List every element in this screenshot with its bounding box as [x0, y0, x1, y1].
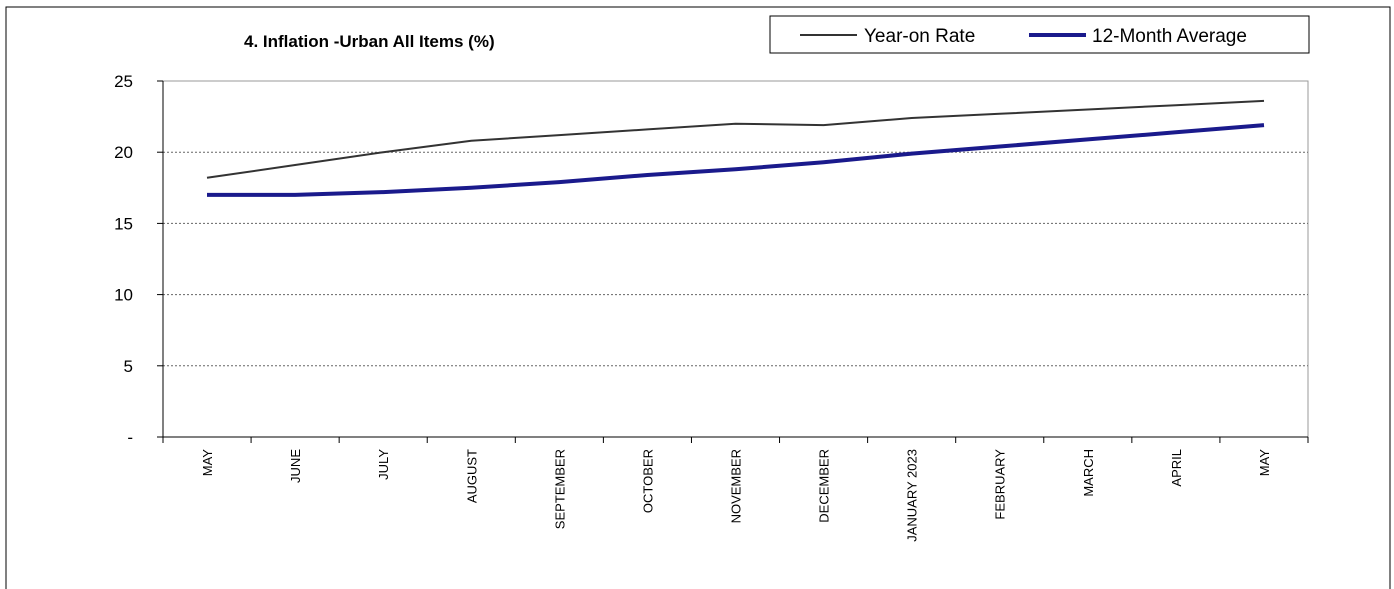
legend-label-12-month-average: 12-Month Average: [1092, 26, 1247, 47]
series-group: [206, 99, 1265, 197]
chart-title: 4. Inflation -Urban All Items (%): [244, 32, 495, 51]
x-tick-label: SEPTEMBER: [552, 449, 567, 529]
series-line-year-on-rate: [206, 99, 1265, 179]
x-tick-label: FEBRUARY: [993, 449, 1008, 520]
gridlines: [163, 151, 1308, 367]
y-tick-label: 15: [114, 214, 133, 233]
x-tick-label: JANUARY 2023: [905, 449, 920, 542]
x-tick-label: AUGUST: [464, 449, 479, 503]
x-tick-label: APRIL: [1169, 449, 1184, 487]
y-tick-label: -: [127, 428, 133, 447]
y-tick-label: 5: [124, 357, 133, 376]
x-tick-label: NOVEMBER: [729, 449, 744, 523]
y-tick-label: 25: [114, 72, 133, 91]
y-axis-ticks: - 5 10 15 20 25: [114, 72, 133, 447]
x-tick-label: OCTOBER: [640, 449, 655, 513]
y-tick-label: 10: [114, 286, 133, 305]
x-tick-label: JULY: [376, 449, 391, 480]
legend: Year-on Rate 12-Month Average: [769, 15, 1310, 54]
x-tick-label: MAY: [200, 449, 215, 477]
x-tick-label: DECEMBER: [817, 449, 832, 523]
axes: [157, 80, 1309, 443]
x-tick-label: MARCH: [1081, 449, 1096, 497]
x-tick-label: MAY: [1257, 449, 1272, 477]
y-tick-label: 20: [114, 143, 133, 162]
series-line-12-month-average: [207, 123, 1265, 197]
x-tick-label: JUNE: [288, 449, 303, 483]
legend-label-year-on-rate: Year-on Rate: [864, 26, 975, 47]
chart-frame: [5, 6, 1391, 589]
x-axis-ticks: MAY JUNE JULY AUGUST SEPTEMBER OCTOBER NOVEMBE…: [200, 449, 1272, 542]
